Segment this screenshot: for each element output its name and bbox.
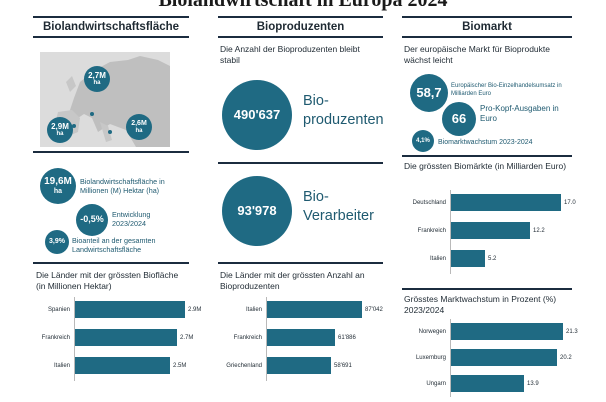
bar-category-label: Spanien (47, 307, 70, 313)
bar (451, 250, 485, 267)
bar-value-label: 2.9M (188, 307, 202, 313)
stat-circle-growth: 4,1% (412, 130, 434, 152)
map-circle-value: 2,6M (131, 120, 147, 128)
processors-value: 93'978 (237, 203, 277, 219)
stat-value: 3,9% (49, 238, 65, 246)
stat-label: Biolandwirtschaftsfläche in Millionen (M… (80, 177, 165, 195)
bar (75, 301, 185, 318)
bar-category-label: Griechenland (226, 363, 262, 369)
chart-title: Grösstes Marktwachstum in Prozent (%) 20… (404, 294, 557, 315)
bar-category-label: Frankreich (233, 335, 262, 341)
bar-category-label: Norwegen (418, 329, 446, 335)
bar (75, 357, 170, 374)
bar-category-label: Luxemburg (415, 355, 446, 361)
bar (451, 194, 561, 211)
bar-category-label: Frankreich (41, 335, 70, 341)
page-title: Biolandwirtschaft in Europa 2024 (158, 0, 448, 11)
divider (218, 262, 383, 264)
map-circle-spain: 2,9M ha (47, 117, 73, 143)
stat-label: Europäischer Bio-Einzelhandelsumsatz in … (451, 83, 562, 97)
stat-value: -0,5% (80, 214, 104, 225)
column-header-producers: Bioproduzenten (218, 16, 383, 38)
map-marker (90, 112, 94, 116)
chart-title: Die Länder mit der grössten Biofläche (i… (36, 270, 179, 291)
producers-value: 490'637 (233, 107, 281, 123)
map-circle-unit: ha (56, 131, 64, 138)
chart-axis (74, 297, 75, 381)
section-heading: Der europäische Markt für Bioprodukte wä… (404, 44, 550, 65)
bar-value-label: 5.2 (488, 256, 497, 262)
bar (267, 357, 331, 374)
divider (402, 155, 572, 157)
chart-axis (450, 190, 451, 274)
bar (451, 222, 530, 239)
producers-circle: 490'637 (222, 80, 292, 150)
chart-title: Die grössten Biomärkte (in Milliarden Eu… (404, 161, 567, 171)
producers-label-line: Bio- (303, 93, 329, 109)
chart-axis (450, 319, 451, 397)
processors-label-line: Verarbeiter (303, 208, 374, 224)
bar (267, 301, 362, 318)
stat-circle-area: 19,6M ha (40, 168, 76, 204)
map-circle-unit: ha (135, 127, 143, 134)
stat-circle-development: -0,5% (76, 204, 108, 236)
divider (402, 288, 572, 290)
stat-circle-share: 3,9% (45, 230, 69, 254)
divider (33, 151, 189, 153)
bar-value-label: 58'691 (334, 363, 352, 369)
map-marker (72, 124, 76, 128)
stat-value: 58,7 (416, 85, 442, 101)
stat-circle-retail: 58,7 (410, 74, 448, 112)
stat-unit: ha (53, 187, 63, 195)
stat-value: 66 (451, 111, 467, 127)
bar-category-label: Italien (245, 307, 262, 313)
divider (218, 162, 383, 164)
bar-value-label: 21.3 (566, 329, 578, 335)
bar (267, 329, 335, 346)
map-circle-value: 2,9M (51, 121, 69, 131)
column-header-area: Biolandwirtschaftsfläche (33, 16, 189, 38)
processors-label-line: Bio- (303, 189, 329, 205)
map-circle-italy: 2,6M ha (126, 114, 152, 140)
column-header-market: Biomarkt (402, 16, 572, 38)
stat-label: Entwicklung 2023/2024 (112, 210, 151, 228)
divider (33, 262, 189, 264)
bar-value-label: 20.2 (560, 355, 572, 361)
bar (451, 375, 524, 392)
map-circle-france: 2,7M ha (84, 66, 110, 92)
bar-value-label: 12.2 (533, 228, 545, 234)
stat-label: Biomarktwachstum 2023-2024 (438, 139, 533, 146)
bar-value-label: 2.7M (180, 335, 194, 341)
bar (451, 349, 557, 366)
stat-value: 19,6M (44, 176, 72, 188)
bar-value-label: 87'042 (365, 307, 383, 313)
bar-category-label: Italien (53, 363, 70, 369)
processors-circle: 93'978 (222, 176, 292, 246)
bar (451, 323, 563, 340)
bar-value-label: 17.0 (564, 200, 576, 206)
bar (75, 329, 177, 346)
bar-value-label: 2.5M (173, 363, 187, 369)
producers-label: Bio- produzenten (303, 92, 384, 130)
section-heading: Die Anzahl der Bioproduzenten bleibt sta… (220, 44, 360, 65)
chart-axis (266, 297, 267, 381)
bar-category-label: Italien (429, 256, 446, 262)
map-circle-unit: ha (93, 80, 101, 87)
bar-value-label: 13.9 (527, 381, 539, 387)
bar-value-label: 61'886 (338, 335, 356, 341)
stat-label: Bioanteil an der gesamten Landwirtschaft… (72, 236, 156, 254)
chart-title: Die Länder mit der grössten Anzahl an Bi… (220, 270, 365, 291)
bar-category-label: Ungarn (426, 381, 446, 387)
processors-label: Bio- Verarbeiter (303, 188, 374, 226)
stat-circle-percapita: 66 (442, 102, 476, 136)
map-circle-value: 2,7M (88, 70, 106, 80)
stat-label: Pro-Kopf-Ausgaben in Euro (480, 104, 559, 123)
map-marker (108, 130, 112, 134)
producers-label-line: produzenten (303, 112, 384, 128)
bar-category-label: Frankreich (417, 228, 446, 234)
stat-value: 4,1% (416, 137, 430, 144)
bar-category-label: Deutschland (412, 200, 446, 206)
